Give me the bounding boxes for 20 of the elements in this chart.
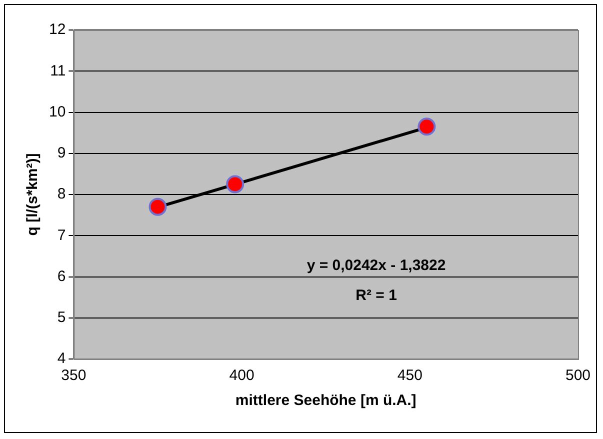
y-tick-label: 9 (57, 144, 66, 162)
point (418, 118, 436, 136)
y-axis-title: q [l/(s*km²)] (24, 153, 42, 236)
x-axis-title: mittlere Seehöhe [m ü.A.] (235, 392, 416, 410)
y-tick-label: 8 (57, 186, 66, 203)
point (148, 198, 167, 216)
annotation: R² = 1 (356, 286, 397, 304)
y-tick-label: 12 (48, 21, 66, 38)
y-tick-label: 10 (48, 103, 66, 120)
y-tick-label: 11 (50, 62, 66, 80)
y-tick-label: 4 (57, 350, 66, 368)
point (226, 175, 244, 194)
x-tick-label: 500 (565, 367, 591, 384)
y-tick-label: 7 (57, 226, 66, 244)
x-tick-label: 450 (397, 367, 422, 384)
x-tick-label: 350 (61, 367, 86, 384)
y-tick-label: 6 (57, 268, 66, 285)
annotation: y = 0,0242x - 1,3822 (306, 257, 446, 274)
y-tick-label: 5 (57, 309, 66, 326)
x-tick-label: 400 (229, 367, 254, 384)
